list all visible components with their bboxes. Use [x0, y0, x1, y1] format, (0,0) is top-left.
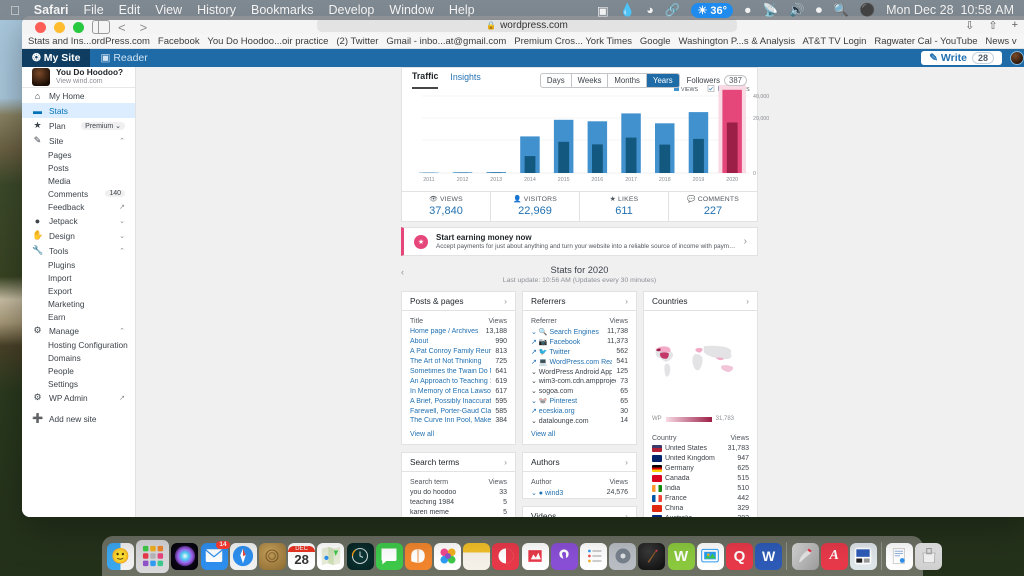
- svg-text:2017: 2017: [625, 177, 637, 183]
- svg-text:2015: 2015: [558, 177, 570, 183]
- svg-text:2019: 2019: [693, 177, 705, 183]
- svg-text:2014: 2014: [524, 177, 536, 183]
- svg-text:2016: 2016: [591, 177, 603, 183]
- svg-text:20,000: 20,000: [753, 116, 769, 122]
- svg-text:2011: 2011: [423, 177, 434, 183]
- svg-text:VIEWS: VIEWS: [681, 87, 699, 93]
- svg-text:2013: 2013: [490, 177, 502, 183]
- svg-text:2020: 2020: [726, 177, 738, 183]
- svg-text:2012: 2012: [457, 177, 469, 183]
- svg-text:0: 0: [753, 171, 756, 177]
- svg-text:2018: 2018: [659, 177, 671, 183]
- svg-text:40,000: 40,000: [753, 94, 769, 100]
